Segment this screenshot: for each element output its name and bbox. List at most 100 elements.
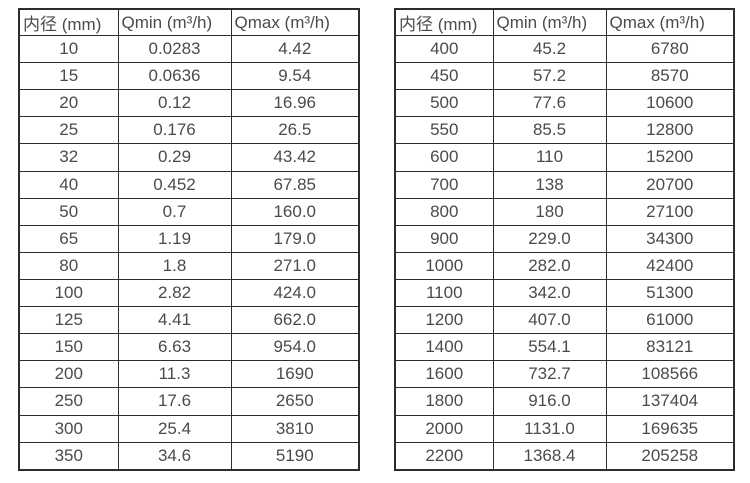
table-row: 700 138 20700: [394, 170, 735, 199]
table-cell: 1.19: [117, 224, 232, 253]
table-cell: 800: [394, 197, 494, 226]
table-cell: 6.63: [117, 333, 232, 362]
table-cell: 138: [492, 170, 607, 199]
table-cell: 179.0: [230, 224, 360, 253]
table-cell: 26.5: [230, 116, 360, 145]
table-row: 40 0.452 67.85: [18, 170, 360, 199]
table-cell: 43.42: [230, 143, 360, 172]
table-cell: 600: [394, 143, 494, 172]
table-cell: 2650: [230, 387, 360, 416]
table-cell: 5190: [230, 441, 360, 471]
table-cell: 0.176: [117, 116, 232, 145]
table-row: 900 229.0 34300: [394, 224, 735, 253]
table-cell: 40: [18, 170, 119, 199]
table-cell: 200: [18, 360, 119, 389]
table-cell: 342.0: [492, 278, 607, 308]
table-cell: 205258: [605, 441, 735, 471]
table-row: 20 0.12 16.96: [18, 89, 360, 118]
table-cell: 6780: [605, 34, 735, 64]
table-cell: 662.0: [230, 306, 360, 335]
table-row: 32 0.29 43.42: [18, 143, 360, 172]
table-cell: 550: [394, 116, 494, 145]
table-cell: 1400: [394, 333, 494, 362]
column-header-diameter: 内径 (mm): [394, 8, 494, 36]
table-cell: 27100: [605, 197, 735, 226]
table-cell: 16.96: [230, 89, 360, 118]
table-cell: 500: [394, 89, 494, 118]
table-row: 1200 407.0 61000: [394, 306, 735, 335]
table-row: 100 2.82 424.0: [18, 278, 360, 308]
table-row: 65 1.19 179.0: [18, 224, 360, 253]
table-header-row: 内径 (mm) Qmin (m³/h) Qmax (m³/h): [394, 8, 735, 36]
table-cell: 1.8: [117, 251, 232, 280]
table-row: 25 0.176 26.5: [18, 116, 360, 145]
table-row: 250 17.6 2650: [18, 387, 360, 416]
table-cell: 10: [18, 34, 119, 64]
table-cell: 2200: [394, 441, 494, 471]
table-row: 1800 916.0 137404: [394, 387, 735, 416]
table-cell: 125: [18, 306, 119, 335]
table-cell: 1000: [394, 251, 494, 280]
table-cell: 732.7: [492, 360, 607, 389]
table-row: 2000 1131.0 169635: [394, 414, 735, 443]
table-cell: 32: [18, 143, 119, 172]
table-cell: 1800: [394, 387, 494, 416]
table-cell: 34.6: [117, 441, 232, 471]
table-cell: 0.29: [117, 143, 232, 172]
table-cell: 1690: [230, 360, 360, 389]
table-cell: 45.2: [492, 34, 607, 64]
table-cell: 400: [394, 34, 494, 64]
table-row: 800 180 27100: [394, 197, 735, 226]
table-cell: 61000: [605, 306, 735, 335]
table-row: 1400 554.1 83121: [394, 333, 735, 362]
column-header-diameter: 内径 (mm): [18, 8, 119, 36]
table-cell: 2000: [394, 414, 494, 443]
table-cell: 407.0: [492, 306, 607, 335]
table-row: 80 1.8 271.0: [18, 251, 360, 280]
table-cell: 77.6: [492, 89, 607, 118]
table-cell: 1600: [394, 360, 494, 389]
table-row: 1600 732.7 108566: [394, 360, 735, 389]
table-row: 50 0.7 160.0: [18, 197, 360, 226]
table-cell: 282.0: [492, 251, 607, 280]
table-cell: 15: [18, 62, 119, 91]
table-cell: 0.0283: [117, 34, 232, 64]
table-cell: 0.12: [117, 89, 232, 118]
table-cell: 100: [18, 278, 119, 308]
table-row: 350 34.6 5190: [18, 441, 360, 471]
table-cell: 954.0: [230, 333, 360, 362]
table-row: 300 25.4 3810: [18, 414, 360, 443]
table-cell: 25.4: [117, 414, 232, 443]
table-cell: 180: [492, 197, 607, 226]
table-cell: 42400: [605, 251, 735, 280]
table-cell: 17.6: [117, 387, 232, 416]
table-row: 150 6.63 954.0: [18, 333, 360, 362]
table-cell: 20700: [605, 170, 735, 199]
flow-rate-table-large: 内径 (mm) Qmin (m³/h) Qmax (m³/h) 400 45.2 6…: [394, 8, 735, 471]
table-cell: 57.2: [492, 62, 607, 91]
table-row: 1000 282.0 42400: [394, 251, 735, 280]
table-cell: 51300: [605, 278, 735, 308]
column-header-qmin: Qmin (m³/h): [117, 8, 232, 36]
flow-rate-table-small: 内径 (mm) Qmin (m³/h) Qmax (m³/h) 10 0.0283…: [18, 8, 360, 471]
column-header-qmax: Qmax (m³/h): [605, 8, 735, 36]
table-cell: 300: [18, 414, 119, 443]
table-cell: 80: [18, 251, 119, 280]
table-cell: 350: [18, 441, 119, 471]
table-cell: 110: [492, 143, 607, 172]
table-cell: 25: [18, 116, 119, 145]
table-cell: 169635: [605, 414, 735, 443]
table-cell: 12800: [605, 116, 735, 145]
table-cell: 108566: [605, 360, 735, 389]
table-body: 10 0.0283 4.42 15 0.0636 9.54 20 0.12 16.96 25 0.1…: [18, 34, 360, 471]
table-cell: 10600: [605, 89, 735, 118]
table-cell: 0.0636: [117, 62, 232, 91]
table-cell: 229.0: [492, 224, 607, 253]
table-cell: 1100: [394, 278, 494, 308]
table-cell: 34300: [605, 224, 735, 253]
table-row: 500 77.6 10600: [394, 89, 735, 118]
table-cell: 9.54: [230, 62, 360, 91]
table-cell: 916.0: [492, 387, 607, 416]
table-cell: 1200: [394, 306, 494, 335]
